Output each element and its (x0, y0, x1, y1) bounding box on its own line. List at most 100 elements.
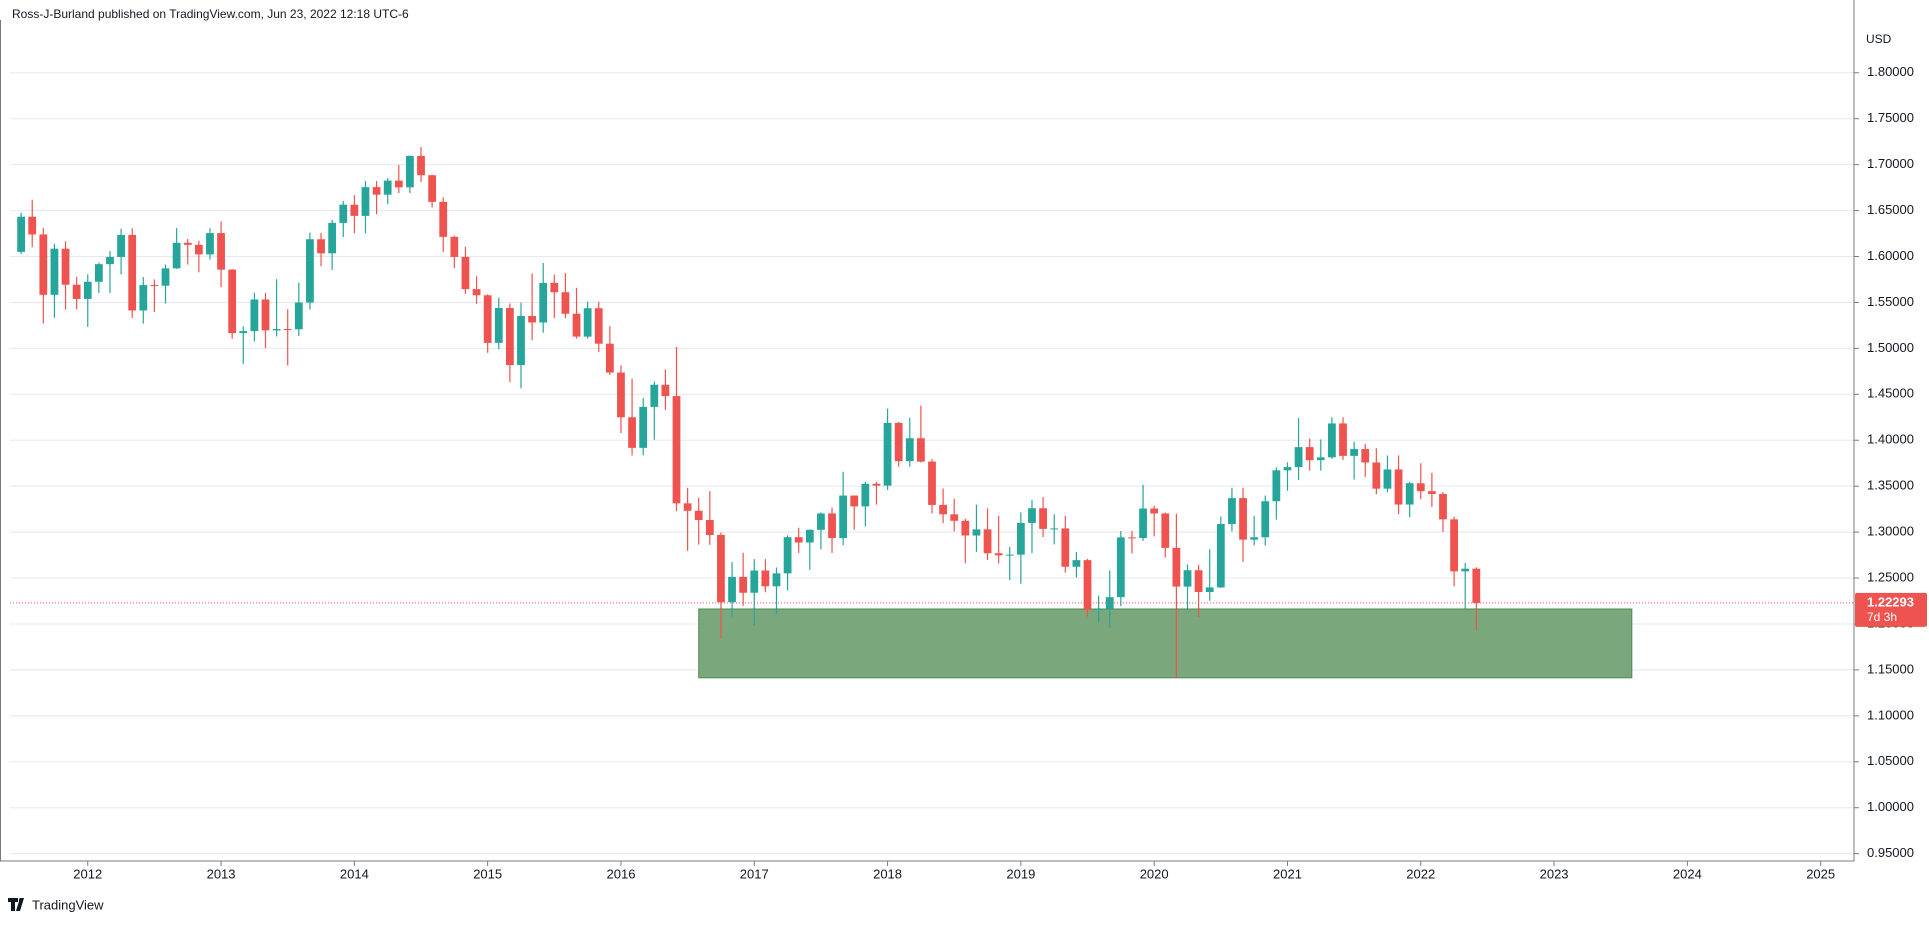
candle-body (1328, 423, 1336, 458)
grid-layer (10, 72, 1854, 855)
candle-body (683, 503, 692, 511)
candle-body (594, 308, 603, 344)
candle-body (828, 513, 836, 539)
candle-body (1094, 609, 1103, 611)
candle-body (1105, 597, 1114, 610)
candle-body (794, 537, 803, 543)
x-tick-label: 2015 (473, 866, 502, 881)
candle-body (1072, 560, 1081, 567)
x-tick-label: 2022 (1406, 866, 1435, 881)
x-tick-label: 2014 (340, 866, 369, 881)
support-zone (698, 608, 1633, 679)
candle-body (1116, 537, 1125, 598)
candle-body (1016, 522, 1025, 555)
candle-body (950, 514, 959, 521)
candle-body (572, 313, 581, 337)
x-tick-label: 2018 (873, 866, 902, 881)
x-tick-label: 2016 (607, 866, 636, 881)
y-tick-label: 1.10000 (1867, 707, 1914, 722)
candle-body (739, 576, 748, 593)
candle-body (1239, 498, 1247, 540)
candle-body (939, 504, 947, 515)
candle-body (639, 406, 648, 448)
candle-body (294, 302, 303, 330)
candle-body (917, 438, 925, 462)
candle-body (1316, 457, 1325, 461)
candle-body (350, 204, 359, 216)
y-tick-label: 1.50000 (1867, 340, 1914, 355)
candle-body (194, 244, 203, 255)
candle-body (528, 315, 536, 323)
candle-body (1394, 469, 1403, 505)
candle-body (1405, 483, 1414, 505)
candle-body (605, 343, 614, 373)
candle-body (1439, 493, 1447, 520)
candle-body (61, 248, 70, 285)
tradingview-logo[interactable]: TradingView (8, 897, 104, 912)
candle-body (550, 282, 559, 293)
candle-body (394, 180, 403, 188)
y-tick-label: 1.25000 (1867, 569, 1914, 584)
candle-body (1216, 524, 1225, 588)
candle-body (672, 396, 681, 504)
y-tick-label: 1.00000 (1867, 799, 1914, 814)
candle-body (1172, 547, 1181, 587)
y-tick-label: 1.40000 (1867, 432, 1914, 447)
candle-body (283, 328, 292, 330)
candle-body (1005, 554, 1014, 556)
candle-body (783, 537, 792, 574)
candle-body (517, 315, 525, 366)
y-tick-label: 1.35000 (1867, 478, 1914, 493)
x-tick-label: 2020 (1140, 866, 1169, 881)
candle-body (839, 495, 848, 539)
candle-body (428, 175, 437, 202)
candle-body (1416, 483, 1425, 492)
logo-dot (19, 898, 23, 902)
candle-body (650, 384, 659, 407)
logo-text: TradingView (32, 897, 104, 912)
candle-body (250, 299, 259, 332)
candle-body (217, 233, 225, 270)
y-tick-label: 1.30000 (1867, 524, 1914, 539)
candle-body (1128, 537, 1136, 539)
candle-body (972, 529, 981, 536)
y-tick-label: 1.65000 (1867, 202, 1914, 217)
candle-body (1261, 501, 1270, 538)
y-tick-label: 0.95000 (1867, 845, 1914, 860)
x-tick-label: 2019 (1006, 866, 1035, 881)
x-tick-label: 2023 (1540, 866, 1569, 881)
candle-body (628, 417, 636, 448)
candle-body (717, 534, 725, 603)
candle-body (117, 234, 125, 257)
candle-body (1228, 498, 1236, 525)
candle-body (750, 570, 759, 593)
candle-body (883, 422, 892, 486)
candle-body (483, 295, 492, 343)
candle-body (1339, 423, 1347, 456)
candle-body (961, 520, 970, 536)
candle-body (1461, 568, 1470, 572)
candle-body (94, 264, 103, 282)
y-tick-label: 1.75000 (1867, 110, 1914, 125)
zone-layer (698, 608, 1633, 679)
y-tick-label: 1.15000 (1867, 661, 1914, 676)
candle-body (1083, 560, 1092, 610)
candle-body (328, 222, 337, 254)
candle-body (661, 384, 670, 397)
candle-body (161, 268, 170, 286)
x-tick-label: 2021 (1273, 866, 1302, 881)
candle-body (1150, 508, 1159, 514)
candle-body (450, 236, 459, 257)
candle-body (1205, 587, 1214, 593)
candle-body (539, 282, 548, 323)
candle-body (17, 216, 25, 252)
candle-body (417, 155, 425, 176)
candle-body (317, 239, 325, 254)
candle-body (761, 570, 770, 587)
candle-body (372, 187, 381, 195)
candle-body (561, 292, 570, 314)
candle-body (106, 256, 114, 265)
candle-body (383, 180, 392, 195)
